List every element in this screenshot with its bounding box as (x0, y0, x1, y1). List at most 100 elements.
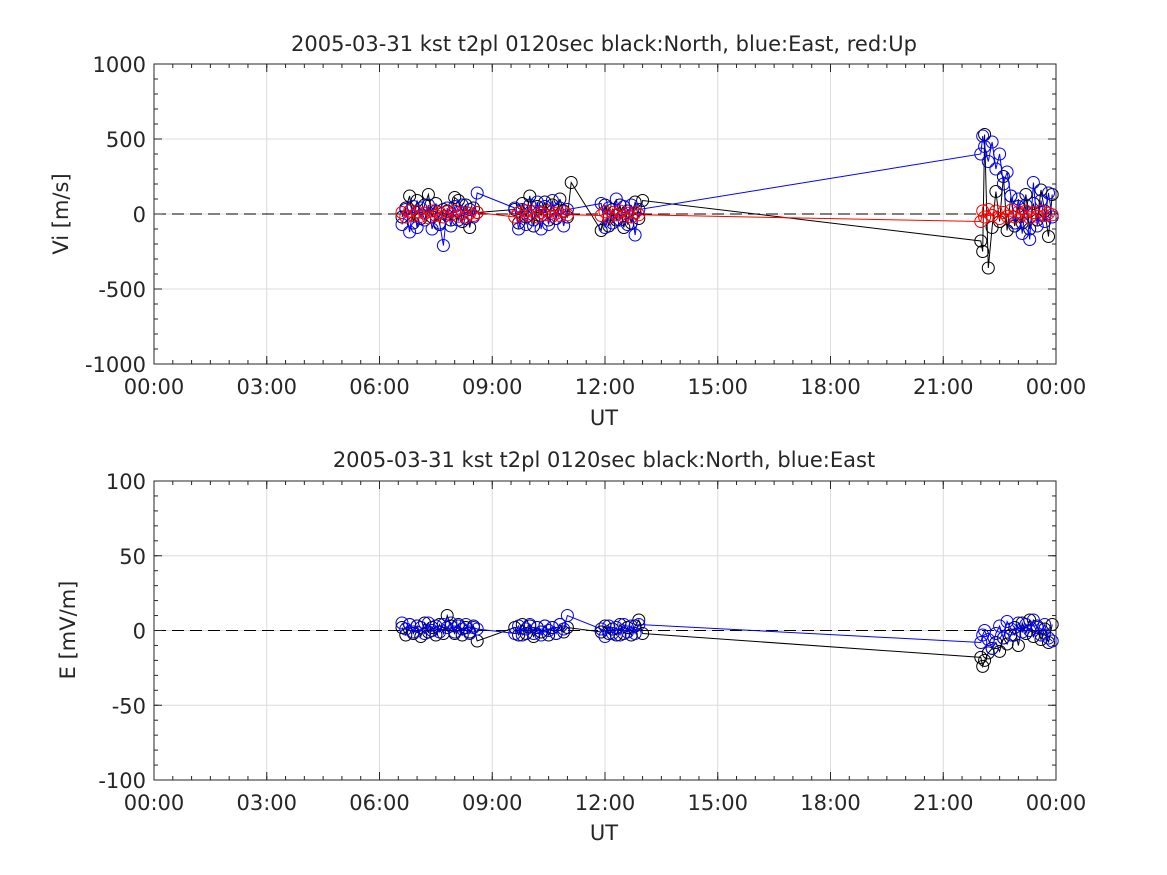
data-point (978, 210, 992, 224)
data-point (557, 622, 571, 636)
data-point (594, 622, 608, 636)
x-tick-label: 18:00 (800, 375, 861, 399)
data-point (602, 210, 616, 224)
data-point (1000, 165, 1014, 179)
x-tick-label: 03:00 (236, 375, 297, 399)
data-point (534, 206, 548, 219)
electric-field-panel: 2005-03-31 kst t2pl 0120sec black:North,… (56, 448, 1086, 845)
data-point (1011, 205, 1025, 219)
data-point (1042, 230, 1055, 243)
data-point (978, 653, 992, 667)
data-point (1026, 197, 1040, 210)
velocity-panel-ylabel: Vi [m/s] (49, 173, 73, 254)
data-point (534, 222, 548, 236)
x-tick-label: 12:00 (575, 375, 636, 399)
data-point (403, 204, 417, 218)
data-point (451, 619, 465, 633)
data-point (602, 619, 616, 633)
data-point (508, 210, 522, 224)
y-tick-label: 100 (106, 470, 146, 494)
data-point (1034, 183, 1048, 197)
data-point (1008, 628, 1022, 642)
data-point (1019, 204, 1033, 218)
data-point (632, 208, 646, 222)
data-point (425, 624, 439, 637)
data-point (1011, 616, 1025, 630)
data-point (1045, 208, 1059, 222)
x-tick-label: 12:00 (575, 791, 636, 815)
x-tick-label: 03:00 (236, 791, 297, 815)
data-point (974, 234, 988, 248)
data-point (621, 218, 634, 231)
data-point (1026, 176, 1040, 189)
data-point (1034, 194, 1048, 207)
data-point (1004, 189, 1018, 203)
data-point (519, 218, 533, 231)
data-point (433, 625, 447, 639)
data-point (617, 618, 631, 631)
y-tick-label: 50 (119, 545, 146, 569)
data-point (436, 618, 450, 631)
data-point (976, 659, 990, 673)
x-tick-label: 09:00 (462, 791, 523, 815)
data-point (609, 208, 623, 222)
data-point (617, 221, 631, 234)
data-point (628, 206, 642, 219)
data-point (508, 627, 522, 640)
data-point (617, 209, 631, 223)
data-point (553, 209, 567, 222)
x-tick-label: 18:00 (800, 791, 861, 815)
data-point (436, 239, 450, 252)
data-point (542, 624, 556, 637)
data-point (1004, 203, 1018, 217)
x-tick-label: 00:00 (1026, 375, 1087, 399)
data-point (606, 206, 619, 219)
data-point (440, 205, 454, 219)
data-point (470, 206, 484, 219)
data-point (538, 208, 552, 222)
data-point (632, 203, 646, 216)
y-tick-label: 0 (133, 620, 146, 644)
data-point (553, 192, 567, 206)
data-point (974, 636, 988, 649)
data-point (421, 211, 435, 225)
data-point (636, 194, 650, 207)
data-point (557, 625, 571, 639)
data-point (624, 619, 638, 633)
data-point (549, 206, 563, 220)
data-point (1026, 613, 1040, 627)
data-point (440, 621, 454, 634)
data-point (981, 646, 995, 660)
data-point (1042, 631, 1055, 645)
data-point (557, 205, 571, 219)
data-point (545, 209, 559, 223)
data-point (1042, 186, 1055, 200)
data-point (549, 627, 563, 640)
data-point (421, 188, 435, 201)
data-point (512, 619, 526, 633)
data-point (609, 213, 623, 227)
x-tick-label: 00:00 (1026, 791, 1087, 815)
x-tick-label: 06:00 (349, 375, 410, 399)
data-point (527, 630, 541, 643)
data-point (455, 622, 469, 636)
data-point (978, 140, 992, 153)
velocity-panel-xlabel: UT (590, 406, 618, 430)
series-line (401, 614, 1053, 650)
x-tick-label: 09:00 (462, 375, 523, 399)
x-tick-label: 21:00 (913, 791, 974, 815)
x-tick-label: 00:00 (124, 791, 185, 815)
data-point (410, 205, 424, 219)
data-point (451, 213, 465, 227)
data-point (974, 215, 988, 228)
data-point (414, 209, 428, 223)
velocity-panel-title: 2005-03-31 kst t2pl 0120sec black:North,… (291, 32, 917, 56)
data-point (1038, 618, 1052, 631)
data-point (425, 204, 439, 218)
data-point (519, 204, 533, 218)
data-point (628, 627, 642, 640)
data-point (609, 621, 623, 634)
data-point (459, 618, 473, 631)
data-point (621, 206, 634, 220)
data-point (1030, 219, 1044, 233)
